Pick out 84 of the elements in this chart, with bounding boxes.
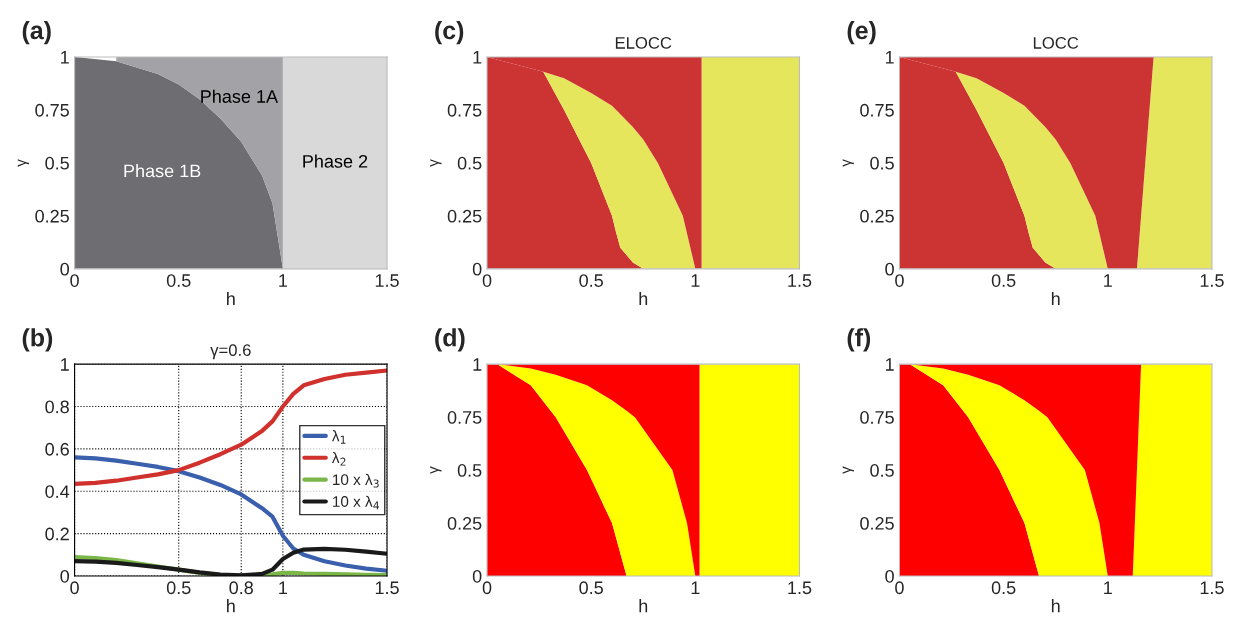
x-tick-label: 1 [1104, 274, 1112, 287]
y-tick-label: 1 [61, 51, 69, 64]
legend-label: 10 x λ$_{3}$ [333, 473, 379, 488]
y-axis-title: γ [430, 466, 442, 474]
text: (f) [847, 328, 871, 352]
y-tick-label: 0.75 [447, 103, 482, 117]
chart-title: ELOCC [615, 37, 672, 49]
x-tick-label: 1.5 [788, 581, 812, 595]
y-tick-label: 1 [885, 51, 894, 64]
x-tick-label: 1 [279, 274, 288, 287]
y-tick-label: 0 [472, 569, 482, 583]
text: (d) [435, 328, 465, 352]
x-tick-label: 1.5 [375, 581, 399, 595]
y-tick-label: 0.6 [45, 442, 69, 456]
x-tick-label: 1 [279, 581, 288, 594]
text: (b) [22, 328, 53, 352]
x-tick-label: 1 [1104, 581, 1112, 594]
x-tick-label: 0.5 [166, 274, 191, 287]
y-axis-title: γ [842, 466, 854, 474]
y-tick-label: 0.25 [447, 517, 482, 530]
y-tick-label: 0.8 [45, 400, 69, 414]
y-tick-label: 0 [885, 569, 894, 583]
y-tick-label: 0.5 [457, 156, 482, 170]
y-tick-label: 0 [885, 262, 894, 276]
y-tick-label: 0.2 [45, 527, 69, 541]
x-tick-label: 0.5 [579, 274, 603, 287]
y-tick-label: 0 [60, 569, 70, 583]
series-label: Phase 2 [303, 154, 368, 168]
y-axis-title: γ [17, 159, 30, 167]
y-tick-label: 0.5 [870, 464, 894, 477]
x-tick-label: 1.5 [788, 274, 812, 287]
y-tick-label: 1 [473, 51, 482, 64]
y-axis-title: γ [430, 159, 442, 167]
x-tick-label: 0 [482, 581, 492, 595]
x-tick-label: 1.5 [375, 274, 399, 287]
x-tick-label: 1 [691, 581, 700, 594]
x-tick-label: 0 [895, 581, 904, 595]
legend-label: λ$_{1}$ [331, 430, 346, 444]
chart-title: LOCC [1033, 37, 1079, 49]
y-tick-label: 0 [472, 262, 482, 276]
y-tick-label: 0.75 [447, 411, 482, 424]
y-tick-label: 0 [60, 262, 70, 276]
x-axis-title: h [227, 599, 235, 613]
legend-label: 10 x λ$_{4}$ [333, 495, 379, 510]
x-axis-title: h [1051, 291, 1060, 305]
y-tick-label: 0.25 [860, 517, 894, 530]
y-tick-label: 1 [61, 358, 69, 371]
x-tick-label: 0 [70, 581, 79, 595]
y-tick-label: 0.5 [870, 156, 894, 170]
y-tick-label: 1 [473, 358, 482, 371]
y-tick-label: 0.75 [860, 103, 894, 117]
x-axis-title: h [227, 291, 235, 305]
chart-title: γ=0.6 [210, 344, 251, 360]
x-tick-label: 0 [895, 274, 904, 287]
x-axis-title: h [639, 599, 648, 613]
x-tick-label: 0.5 [991, 581, 1016, 595]
text: (c) [435, 20, 464, 45]
y-tick-label: 0.5 [45, 156, 69, 170]
y-tick-label: 1 [885, 358, 894, 371]
x-tick-label: 1 [691, 274, 700, 287]
x-tick-label: 0.5 [166, 581, 191, 595]
y-tick-label: 0.4 [45, 485, 70, 499]
x-tick-label: 1.5 [1200, 581, 1224, 595]
text: (e) [847, 20, 876, 45]
line-series [74, 368, 388, 486]
x-axis-title: h [639, 291, 648, 305]
x-tick-label: 0.5 [579, 581, 603, 595]
y-tick-label: 0.25 [35, 209, 69, 223]
y-tick-label: 0.75 [860, 411, 894, 424]
x-tick-label: 0.5 [991, 274, 1016, 287]
y-tick-label: 0.25 [447, 209, 482, 223]
x-tick-label: 0.8 [229, 581, 253, 595]
x-tick-label: 0 [70, 274, 79, 287]
y-tick-label: 0.5 [457, 464, 482, 477]
y-tick-label: 0.75 [35, 103, 69, 117]
y-tick-label: 0.25 [860, 209, 894, 223]
x-tick-label: 1.5 [1200, 274, 1224, 287]
text: (a) [22, 20, 51, 45]
x-tick-label: 0 [482, 274, 492, 287]
y-axis-title: γ [842, 159, 854, 167]
x-axis-title: h [1051, 599, 1060, 613]
series-label: Phase 1A [201, 89, 279, 103]
legend-label: λ$_{2}$ [331, 451, 346, 466]
series-label: Phase 1B [124, 164, 201, 178]
